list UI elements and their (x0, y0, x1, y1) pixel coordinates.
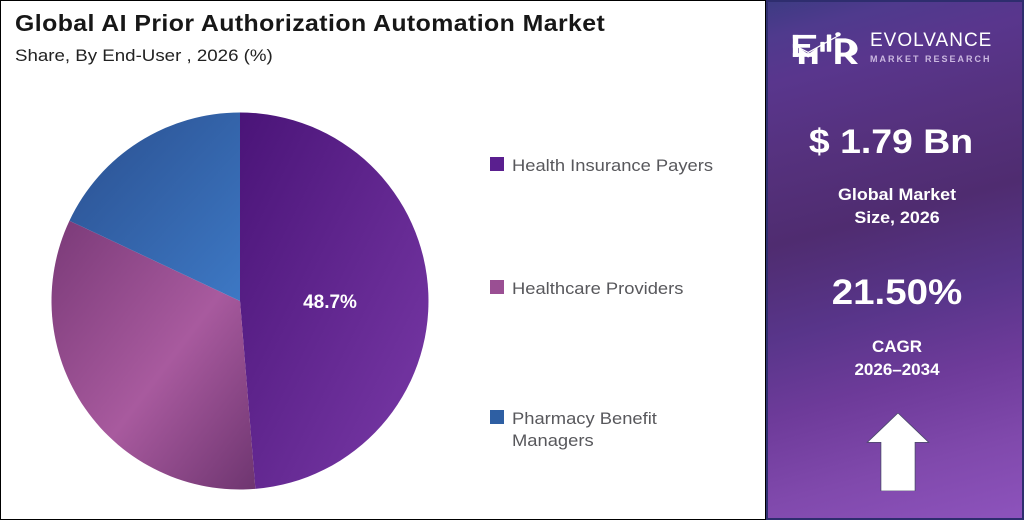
svg-text:48.7%: 48.7% (303, 292, 357, 313)
